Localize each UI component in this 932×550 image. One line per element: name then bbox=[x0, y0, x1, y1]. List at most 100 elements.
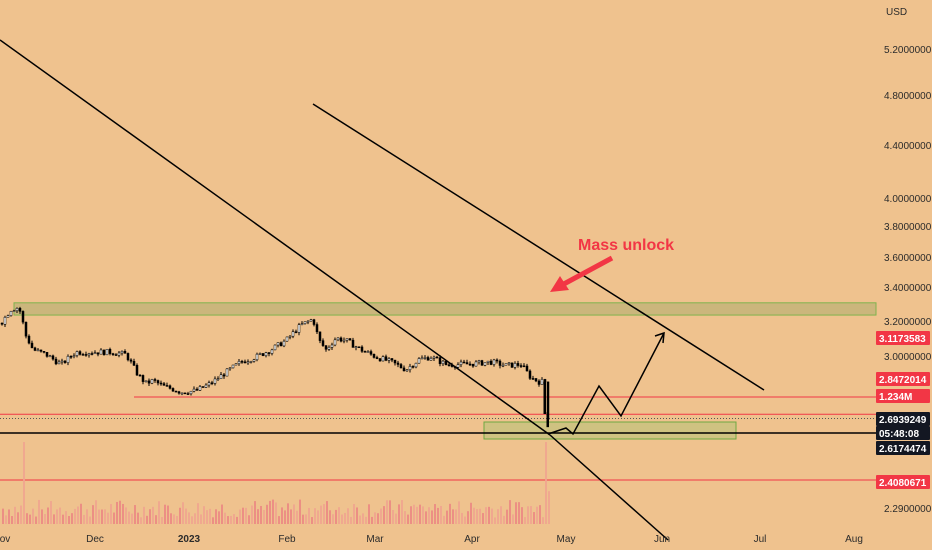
volume-bar bbox=[491, 508, 493, 524]
volume-bar bbox=[308, 507, 310, 524]
volume-bar bbox=[179, 507, 181, 524]
volume-bar bbox=[182, 502, 184, 524]
volume-bar bbox=[155, 515, 157, 524]
candle-body bbox=[3, 317, 7, 325]
volume-bar bbox=[521, 507, 523, 524]
volume-bar bbox=[407, 514, 409, 524]
volume-bar bbox=[77, 506, 79, 524]
candle-body bbox=[78, 351, 82, 355]
volume-bar bbox=[149, 509, 151, 524]
volume-bar bbox=[188, 512, 190, 524]
descending-channel-upper-left bbox=[0, 39, 551, 436]
supply-zone bbox=[13, 302, 877, 316]
volume-bar bbox=[113, 512, 115, 524]
volume-bar bbox=[374, 512, 376, 524]
candle-body bbox=[504, 363, 508, 366]
volume-bar bbox=[23, 442, 25, 524]
candle-body bbox=[390, 358, 394, 361]
volume-bar bbox=[152, 506, 154, 524]
volume-bar bbox=[245, 507, 247, 524]
volume-bar bbox=[11, 516, 13, 524]
volume-bar bbox=[518, 502, 520, 524]
volume-bar bbox=[524, 517, 526, 524]
y-tick-label: 5.2000000 bbox=[884, 45, 932, 56]
volume-bar bbox=[512, 514, 514, 524]
x-axis: ov Dec 2023 Feb Mar Apr May Jun Jul Aug bbox=[0, 534, 863, 545]
projection-arrowhead bbox=[654, 331, 665, 344]
volume-bar bbox=[272, 499, 274, 524]
horizontal-lines bbox=[0, 396, 876, 481]
y-tick-label: 3.6000000 bbox=[884, 253, 932, 264]
volume-bar bbox=[359, 515, 361, 524]
volume-bar bbox=[83, 514, 85, 524]
volume-bar bbox=[266, 504, 268, 524]
candle-body bbox=[240, 361, 244, 363]
volume-bar bbox=[218, 511, 220, 524]
candle-body bbox=[474, 361, 478, 367]
volume-bar bbox=[137, 512, 139, 524]
candle-body bbox=[387, 358, 391, 361]
candle-body bbox=[66, 356, 70, 363]
dump-candle-2 bbox=[546, 412, 549, 428]
candle-body bbox=[351, 339, 355, 348]
candle-body bbox=[516, 363, 520, 366]
candle-body bbox=[339, 337, 343, 342]
candle-body bbox=[198, 386, 202, 391]
volume-bar bbox=[254, 501, 256, 524]
volume-bar bbox=[146, 515, 148, 524]
volume-bar bbox=[494, 517, 496, 524]
volume-bar bbox=[20, 505, 22, 524]
candle-body bbox=[6, 315, 10, 318]
volume-bar bbox=[257, 509, 259, 524]
candle-body bbox=[336, 337, 340, 341]
candle-body bbox=[201, 386, 205, 388]
volume-bar bbox=[65, 511, 67, 524]
volume-bar bbox=[377, 513, 379, 524]
price-badge bbox=[876, 372, 930, 386]
volume-bar bbox=[533, 512, 535, 524]
candle-body bbox=[105, 348, 109, 356]
price-badge-text: 2.8472014 bbox=[879, 375, 927, 386]
candle-body bbox=[312, 319, 316, 325]
candle-body bbox=[459, 361, 463, 365]
candle-body bbox=[372, 353, 376, 358]
candle-body bbox=[60, 360, 64, 363]
candle-body bbox=[432, 356, 436, 359]
candle-body bbox=[327, 347, 331, 350]
candle-body bbox=[90, 353, 94, 355]
volume-bar bbox=[38, 499, 40, 524]
candle-body bbox=[63, 360, 67, 363]
volume-bar bbox=[476, 509, 478, 524]
candle-body bbox=[345, 338, 349, 341]
volume-bar bbox=[503, 515, 505, 524]
volume-bar bbox=[107, 512, 109, 524]
candle-body bbox=[249, 361, 253, 363]
candle-body bbox=[477, 360, 481, 363]
x-tick-label: Mar bbox=[366, 534, 384, 545]
volume-bar bbox=[293, 504, 295, 524]
candle-body bbox=[147, 380, 151, 384]
candle-body bbox=[462, 361, 466, 364]
volume-bar bbox=[416, 506, 418, 524]
volume-bar bbox=[392, 510, 394, 524]
candle-body bbox=[174, 390, 178, 393]
volume-bar bbox=[338, 507, 340, 524]
volume-bar bbox=[68, 516, 70, 524]
x-tick-label: Feb bbox=[278, 534, 296, 545]
volume-bar bbox=[41, 509, 43, 524]
candle-body bbox=[411, 366, 415, 368]
descending-channel-extension bbox=[549, 434, 669, 541]
candle-body bbox=[501, 364, 505, 367]
candle-body bbox=[507, 362, 511, 365]
volume-bar bbox=[233, 514, 235, 524]
candle-body bbox=[129, 359, 133, 362]
candle-body bbox=[369, 351, 373, 355]
price-badge-text: 2.6939249 bbox=[879, 415, 927, 426]
candle-body bbox=[45, 352, 49, 357]
candle-body bbox=[72, 355, 76, 357]
candle-body bbox=[309, 319, 313, 322]
volume-bar bbox=[434, 504, 436, 524]
volume-bar bbox=[110, 504, 112, 524]
candle-body bbox=[225, 368, 229, 377]
